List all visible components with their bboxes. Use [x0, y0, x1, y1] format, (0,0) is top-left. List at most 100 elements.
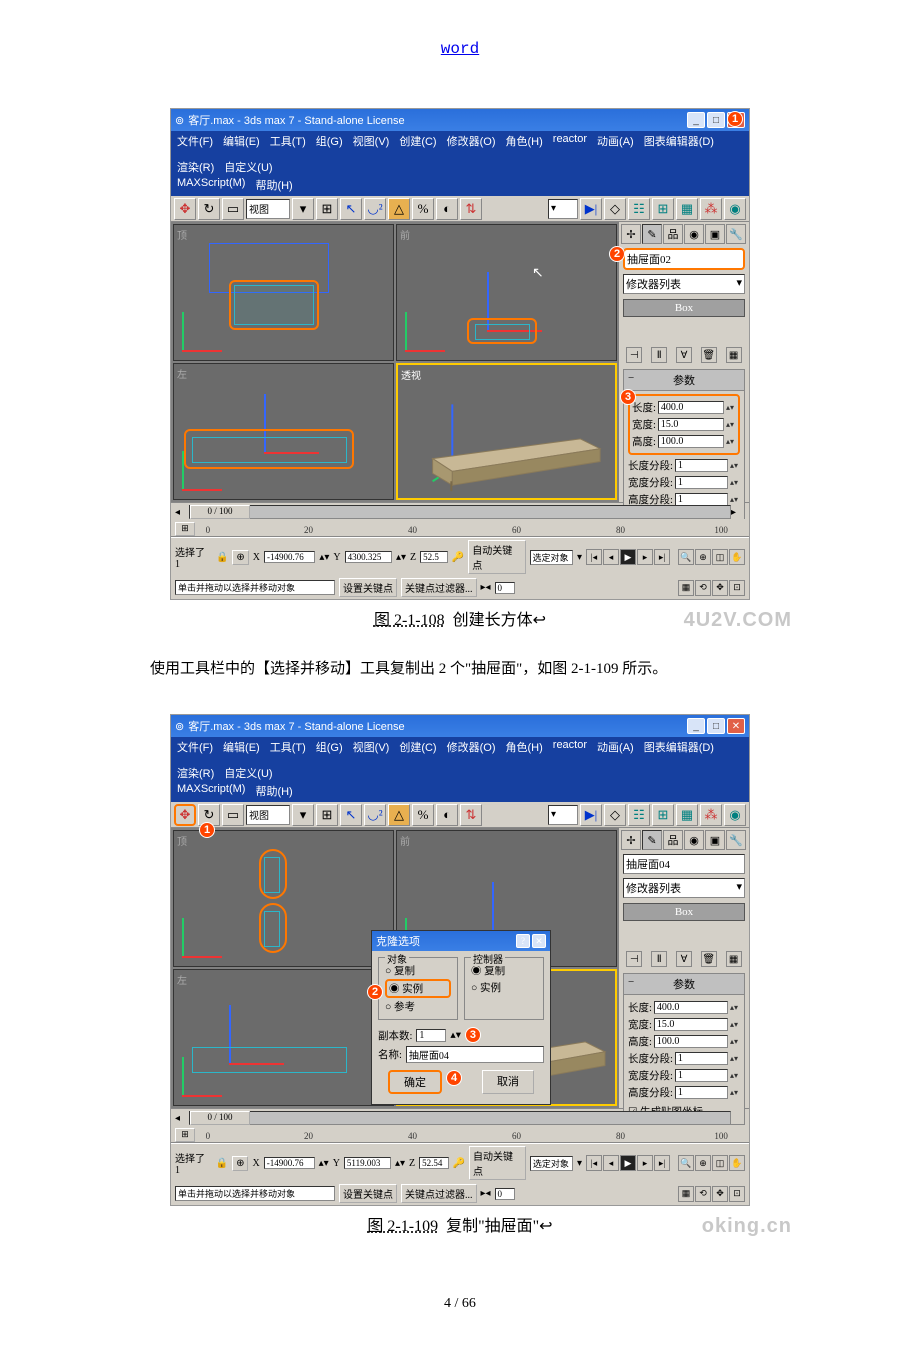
lseg-field[interactable]: 1 — [675, 459, 728, 472]
wseg-field[interactable]: 1 — [675, 1069, 728, 1082]
z-field[interactable]: 52.54 — [419, 1157, 448, 1169]
menu-anim[interactable]: 动画(A) — [597, 739, 634, 755]
coord-mode-icon[interactable]: ⊕ — [232, 1156, 248, 1171]
height-field[interactable]: 100.0 — [658, 435, 724, 448]
create-tab-icon[interactable]: ✢ — [621, 830, 641, 850]
matedit-icon[interactable]: ▦ — [676, 198, 698, 220]
menu-help[interactable]: 帮助(H) — [255, 177, 292, 193]
menu-edit[interactable]: 编辑(E) — [223, 739, 260, 755]
spinner-icon[interactable]: ◐ — [436, 804, 458, 826]
goto-start-icon[interactable]: |◂ — [586, 1155, 602, 1171]
quick-render-icon[interactable]: ◉ — [724, 198, 746, 220]
menu-help[interactable]: 帮助(H) — [255, 783, 292, 799]
goto-start-icon[interactable]: |◂ — [586, 549, 602, 565]
scale-icon[interactable]: ▭ — [222, 198, 244, 220]
modify-tab-icon[interactable]: ✎ — [642, 830, 662, 850]
menu-maxscript[interactable]: MAXScript(M) — [177, 177, 245, 193]
coord-mode-icon[interactable]: ⊕ — [232, 550, 248, 565]
menu-file[interactable]: 文件(F) — [177, 739, 213, 755]
toggle-icon[interactable]: ▾ — [292, 804, 314, 826]
slider-thumb[interactable]: 0 / 100 — [190, 505, 250, 519]
next-frame-icon[interactable]: ▸ — [637, 549, 653, 565]
schematic-icon[interactable]: ⊞ — [652, 198, 674, 220]
next-frame-icon[interactable]: ▸ — [637, 1155, 653, 1171]
spinner-icon[interactable]: ▴▾ — [730, 495, 740, 504]
display-tab-icon[interactable]: ▣ — [705, 830, 725, 850]
keyfilter-button[interactable]: 关键点过滤器... — [401, 578, 477, 597]
move-icon[interactable]: ✥ — [174, 198, 196, 220]
render-icon[interactable]: ⁂ — [700, 198, 722, 220]
menu-edit[interactable]: 编辑(E) — [223, 133, 260, 149]
grid-field[interactable]: 0 — [495, 582, 515, 594]
zoom-icon[interactable]: 🔍 — [678, 549, 694, 565]
object-name-field[interactable]: 抽屉面02 — [623, 248, 745, 270]
nav-d-icon[interactable]: ⊡ — [729, 580, 745, 596]
x-field[interactable]: -14900.76 — [264, 1157, 315, 1169]
viewport-perspective[interactable]: 透视 — [396, 363, 617, 500]
rollout-header[interactable]: − 参数 — [624, 370, 744, 391]
wseg-field[interactable]: 1 — [675, 476, 728, 489]
menu-create[interactable]: 创建(C) — [399, 739, 436, 755]
word-link[interactable]: word — [441, 40, 479, 58]
menu-modifier[interactable]: 修改器(O) — [447, 133, 496, 149]
menu-anim[interactable]: 动画(A) — [597, 133, 634, 149]
nav-d-icon[interactable]: ⊡ — [729, 1186, 745, 1202]
spinner-icon[interactable]: ◐ — [436, 198, 458, 220]
setkey-button[interactable]: 设置关键点 — [339, 578, 397, 597]
align-icon[interactable]: ◇ — [604, 198, 626, 220]
spinner-icon[interactable]: ▴▾ — [726, 420, 736, 429]
remove-icon[interactable]: 🗑 — [701, 347, 717, 363]
render-icon[interactable]: ⁂ — [700, 804, 722, 826]
select-icon[interactable]: ↖ — [340, 198, 362, 220]
copies-field[interactable]: 1 — [416, 1029, 446, 1042]
slider-thumb[interactable]: 0 / 100 — [190, 1111, 250, 1125]
close-button[interactable]: ✕ — [727, 718, 745, 734]
minimize-button[interactable]: _ — [687, 112, 705, 128]
menu-tools[interactable]: 工具(T) — [270, 133, 306, 149]
goto-end-icon[interactable]: ▸| — [654, 1155, 670, 1171]
pan-icon[interactable]: ✋ — [729, 549, 745, 565]
fov-icon[interactable]: ◫ — [712, 1155, 728, 1171]
matedit-icon[interactable]: ▦ — [676, 804, 698, 826]
zoom-all-icon[interactable]: ⊕ — [695, 1155, 711, 1171]
nav-c-icon[interactable]: ✥ — [712, 580, 728, 596]
viewport-front[interactable]: 前 ↖ — [396, 224, 617, 361]
align-icon[interactable]: ◇ — [604, 804, 626, 826]
select-icon[interactable]: ↖ — [340, 804, 362, 826]
motion-tab-icon[interactable]: ◉ — [684, 830, 704, 850]
width-field[interactable]: 15.0 — [658, 418, 724, 431]
viewport-top[interactable]: 顶 — [173, 830, 394, 967]
hierarchy-tab-icon[interactable]: 品 — [663, 830, 683, 850]
key-icon[interactable]: 🔑 — [452, 552, 464, 563]
unique-icon[interactable]: ∀ — [676, 951, 692, 967]
menu-custom[interactable]: 自定义(U) — [224, 159, 272, 175]
spinner-icon[interactable]: ▴▾ — [450, 1029, 461, 1041]
help-button[interactable]: ? — [516, 934, 530, 948]
show-result-icon[interactable]: Ⅱ — [651, 347, 667, 363]
move-icon[interactable]: ✥ — [174, 804, 196, 826]
layers-icon[interactable]: ☷ — [628, 198, 650, 220]
menu-group[interactable]: 组(G) — [316, 739, 343, 755]
rotate-icon[interactable]: ↻ — [198, 198, 220, 220]
util-tab-icon[interactable]: 🔧 — [726, 830, 746, 850]
play-icon[interactable]: ▶ — [620, 549, 636, 565]
menu-tools[interactable]: 工具(T) — [270, 739, 306, 755]
pin-stack-icon[interactable]: ⊣ — [626, 951, 642, 967]
angle-snap-icon[interactable]: △ — [388, 804, 410, 826]
snap-icon[interactable]: ◡² — [364, 198, 386, 220]
spinner-icon[interactable]: ▴▾ — [726, 403, 736, 412]
menu-render[interactable]: 渲染(R) — [177, 159, 214, 175]
autokey-button[interactable]: 自动关键点 — [468, 540, 525, 574]
menu-view[interactable]: 视图(V) — [353, 133, 390, 149]
nav-b-icon[interactable]: ⟲ — [695, 1186, 711, 1202]
ok-button[interactable]: 确定 — [388, 1070, 442, 1094]
zoom-all-icon[interactable]: ⊕ — [695, 549, 711, 565]
name-field[interactable]: 抽屉面04 — [406, 1046, 544, 1063]
util-tab-icon[interactable]: 🔧 — [726, 224, 746, 244]
cursor-icon[interactable]: ▶| — [580, 804, 602, 826]
lock-icon[interactable]: 🔒 — [216, 1158, 228, 1169]
layers-icon[interactable]: ☷ — [628, 804, 650, 826]
toggle-icon[interactable]: ▾ — [292, 198, 314, 220]
tool-a-icon[interactable]: ⊞ — [316, 198, 338, 220]
mirror-icon[interactable]: ⇅ — [460, 804, 482, 826]
